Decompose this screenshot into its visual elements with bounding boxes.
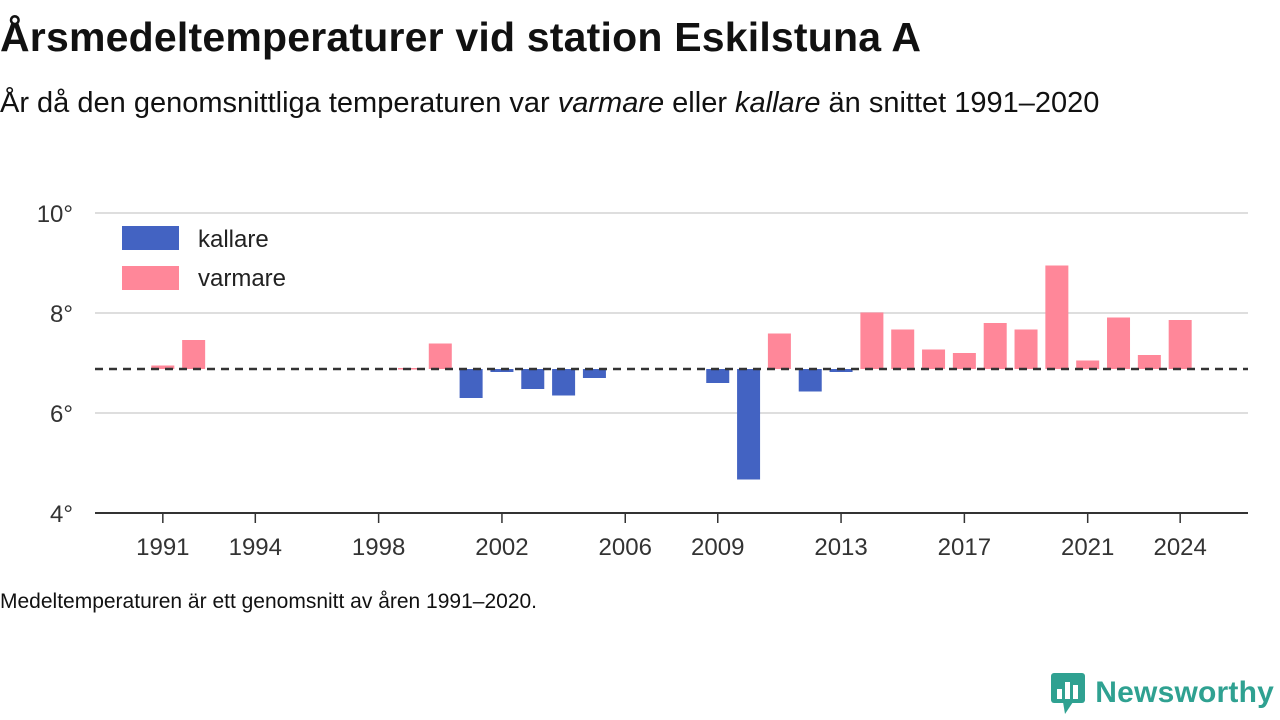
legend-label-kallare: kallare (198, 226, 269, 253)
bar-kallare-2010 (737, 369, 761, 480)
subtitle-text-3: än snittet 1991–2020 (820, 87, 1100, 119)
bar-varmare-1992 (182, 340, 206, 369)
bar-varmare-1991 (151, 365, 175, 369)
subtitle-warm-word: varmare (557, 87, 665, 119)
legend-swatch-kallare (122, 226, 179, 250)
brand-name: Newsworthy (1095, 676, 1274, 709)
bar-varmare-2024 (1168, 320, 1192, 369)
bar-varmare-2016 (922, 349, 946, 369)
y-tick-label: 4° (50, 501, 73, 528)
bar-kallare-2004 (552, 369, 576, 396)
bar-varmare-2020 (1045, 265, 1069, 369)
bar-kallare-2009 (706, 369, 730, 383)
bar-varmare-2011 (767, 333, 791, 369)
y-tick-label: 10° (37, 201, 73, 228)
bar-varmare-2022 (1107, 317, 1131, 369)
chart-title: Årsmedeltemperaturer vid station Eskilst… (0, 14, 922, 60)
bar-varmare-2017 (952, 353, 976, 369)
bar-kallare-2013 (829, 369, 853, 372)
subtitle-text-1: År då den genomsnittliga temperaturen va… (0, 87, 558, 119)
bar-kallare-2003 (521, 369, 545, 389)
bar-chart: 4° 6° 8° 10° 1991 1994 1998 2002 2006 2009 2013 20… (37, 201, 1248, 561)
x-tick-label: 1998 (352, 534, 405, 561)
x-tick-label: 2006 (599, 534, 652, 561)
y-tick-label: 6° (50, 401, 73, 428)
x-tick-label: 2009 (691, 534, 744, 561)
bar-varmare-2021 (1076, 360, 1100, 369)
footnote: Medeltemperaturen är ett genomsnitt av å… (0, 590, 538, 613)
chart-subtitle: År då den genomsnittliga temperaturen va… (0, 82, 1200, 124)
bar-varmare-2023 (1137, 355, 1161, 369)
x-tick-label: 1991 (136, 534, 189, 561)
bar-varmare-2000 (428, 343, 452, 369)
bar-varmare-2018 (983, 323, 1007, 369)
bar-varmare-2014 (860, 312, 884, 369)
x-tick-label: 2002 (475, 534, 528, 561)
bars (151, 265, 1192, 480)
y-tick-labels: 4° 6° 8° 10° (37, 201, 73, 528)
x-tick-label: 1994 (229, 534, 282, 561)
x-tick-label: 2013 (814, 534, 867, 561)
y-tick-label: 8° (50, 301, 73, 328)
bar-kallare-2002 (490, 369, 514, 372)
legend: kallare varmare (122, 226, 286, 292)
x-tick-label: 2024 (1153, 534, 1206, 561)
legend-label-varmare: varmare (198, 265, 286, 292)
x-axis-ticks: 1991 1994 1998 2002 2006 2009 2013 2017 2021 2024 (136, 513, 1207, 561)
bar-kallare-2012 (798, 369, 822, 392)
bar-kallare-2001 (459, 369, 483, 398)
newsworthy-logo: Newsworthy (1051, 670, 1274, 716)
bar-varmare-2015 (891, 329, 915, 369)
bar-varmare-2019 (1014, 329, 1038, 369)
legend-swatch-varmare (122, 266, 179, 290)
bar-kallare-2005 (582, 369, 606, 378)
newsworthy-chart-icon (1051, 673, 1086, 714)
x-tick-label: 2017 (938, 534, 991, 561)
x-tick-label: 2021 (1061, 534, 1114, 561)
subtitle-cold-word: kallare (735, 87, 821, 119)
subtitle-text-2: eller (664, 87, 736, 119)
